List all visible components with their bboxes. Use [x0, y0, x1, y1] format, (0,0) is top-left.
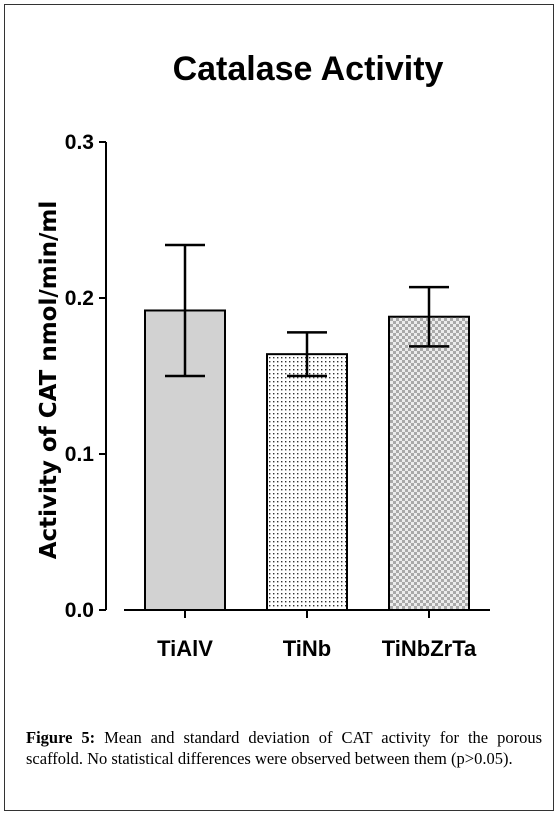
y-tick-label: 0.0	[65, 599, 94, 622]
bar-tinb	[266, 353, 348, 611]
bar-chart: Catalase Activity Activity of CAT nmol/m…	[36, 50, 490, 661]
figure-caption: Figure 5: Mean and standard deviation of…	[26, 727, 542, 769]
chart-title: Catalase Activity	[173, 50, 444, 88]
x-tick-label-tinbzrta: TiNbZrTa	[382, 636, 477, 661]
y-tick-label: 0.2	[65, 287, 94, 310]
x-tick-label-tialv: TiAlV	[157, 636, 213, 661]
caption-text: Mean and standard deviation of CAT activ…	[26, 728, 543, 768]
x-tick-label-tinb: TiNb	[283, 636, 331, 661]
y-tick-label: 0.3	[65, 131, 94, 154]
y-axis-title: Activity of CAT nmol/min/ml	[36, 201, 62, 560]
bar-tinbzrta	[388, 315, 470, 611]
caption-label: Figure 5:	[26, 728, 96, 747]
plot-area: 0.0 0.1 0.2 0.3 TiAlV TiNb TiNbZrTa	[65, 131, 490, 661]
y-tick-label: 0.1	[65, 443, 95, 466]
